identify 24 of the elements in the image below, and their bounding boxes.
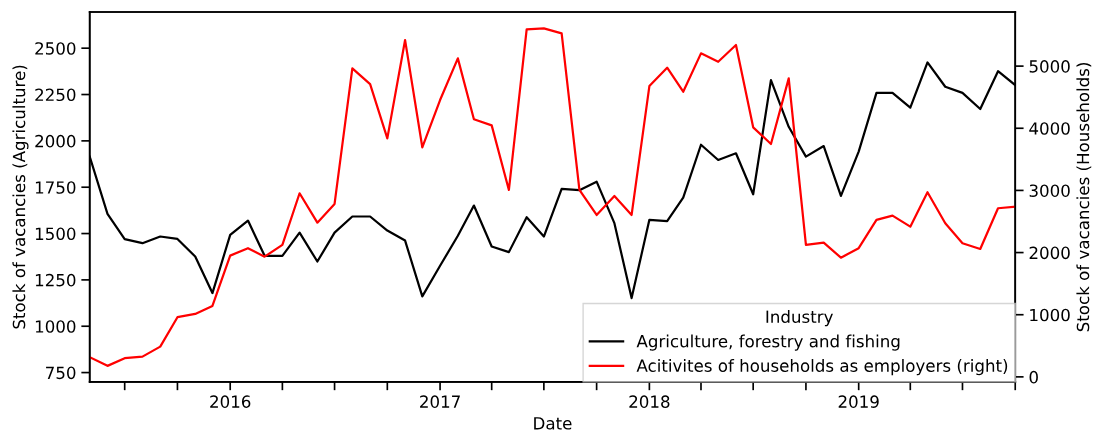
y-tick-label: 750 xyxy=(46,366,76,380)
y2-tick-label: 4000 xyxy=(1029,122,1070,135)
y-tick-label: 2500 xyxy=(35,42,76,55)
legend-title: Industry xyxy=(766,310,833,327)
x-tick-label: 2017 xyxy=(420,395,460,408)
legend-label: Acitivites of households as employers (right) xyxy=(636,359,1008,376)
y-tick-label: 1000 xyxy=(35,320,76,333)
y2-tick-label: 5000 xyxy=(1029,60,1070,73)
y2-tick-label: 3000 xyxy=(1029,184,1070,197)
x-tick-label: 2016 xyxy=(210,395,251,408)
y2-axis-title: Stock of vacancies (Households) xyxy=(1076,63,1092,332)
y-tick-label: 1750 xyxy=(35,181,76,194)
y2-tick-label: 0 xyxy=(1029,370,1038,384)
y-axis-title: Stock of vacancies (Agriculture) xyxy=(12,65,29,329)
y-tick-label: 2000 xyxy=(35,134,76,148)
x-axis-title: Date xyxy=(534,417,572,430)
y-tick-label: 1250 xyxy=(35,273,76,287)
y2-tick-label: 1000 xyxy=(1030,308,1070,322)
y2-tick-label: 2000 xyxy=(1029,246,1070,260)
y-tick-label: 1500 xyxy=(35,227,76,241)
y-tick-label: 2250 xyxy=(35,88,76,102)
x-tick-label: 2019 xyxy=(838,395,879,408)
legend-label: Agriculture, forestry and fishing xyxy=(636,334,900,351)
x-tick-label: 2018 xyxy=(629,395,670,408)
